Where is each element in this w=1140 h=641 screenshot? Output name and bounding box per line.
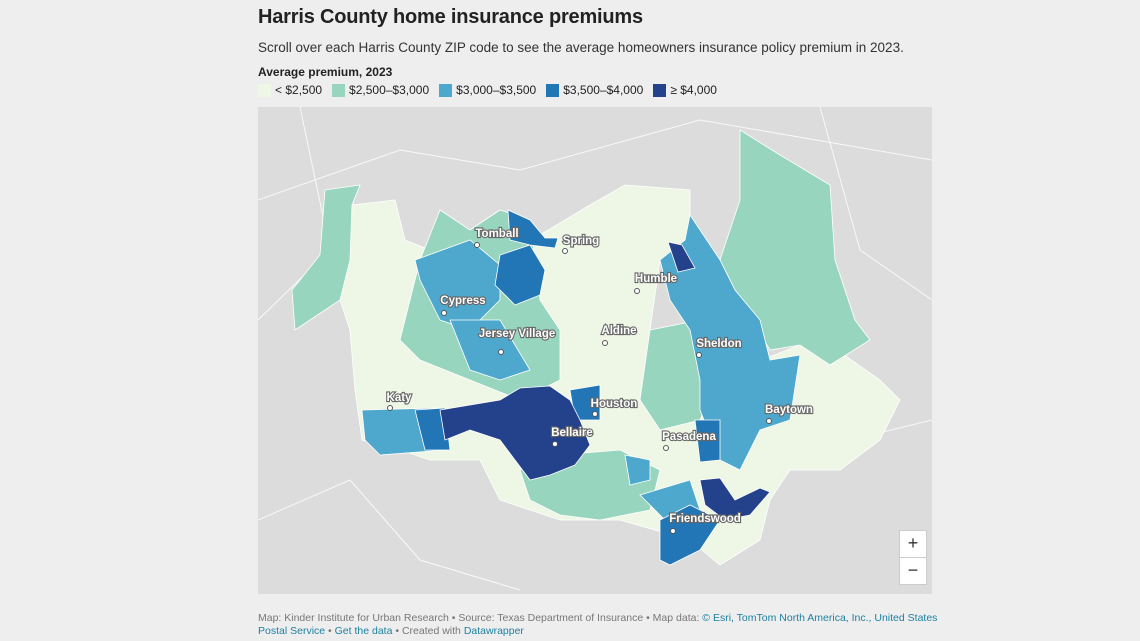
place-label: Aldine: [601, 325, 636, 337]
place-label: Sheldon: [696, 338, 741, 350]
place-label: Houston: [591, 398, 638, 410]
place-label: Jersey Village: [479, 328, 556, 340]
place-label: Spring: [563, 235, 599, 247]
footer-text: Map: Kinder Institute for Urban Research…: [258, 612, 703, 624]
footer-text: • Created with: [392, 625, 464, 637]
place-dot: [670, 528, 676, 534]
legend-swatch: [258, 83, 271, 97]
zoom-in-button[interactable]: +: [899, 530, 927, 558]
place-dot: [696, 352, 702, 358]
place-dot: [562, 248, 568, 254]
place-dot: [441, 310, 447, 316]
footer-text: •: [325, 625, 335, 637]
places: Tomball Spring Humble Cypress Jersey Village…: [385, 227, 814, 534]
place-label: Tomball: [475, 228, 518, 240]
place-label: Cypress: [440, 295, 485, 307]
legend-swatch: [332, 83, 346, 97]
legend-swatch: [439, 83, 453, 97]
place-dot: [592, 411, 598, 417]
zoom-out-button[interactable]: −: [899, 557, 927, 585]
place-label: Katy: [387, 392, 413, 404]
place-dot: [766, 418, 772, 424]
place-label: Bellaire: [551, 427, 593, 439]
place-dot: [634, 288, 640, 294]
map[interactable]: Tomball Spring Humble Cypress Jersey Village…: [258, 107, 932, 594]
legend-item: $2,500–$3,000: [332, 83, 429, 97]
place-label: Humble: [635, 273, 677, 285]
place-label: Friendswood: [669, 513, 741, 525]
place-label: Pasadena: [662, 431, 716, 443]
legend-swatch: [546, 83, 560, 97]
legend-item: $3,000–$3,500: [439, 83, 536, 97]
title: Harris County home insurance premiums: [258, 6, 643, 28]
subtitle: Scroll over each Harris County ZIP code …: [258, 40, 904, 55]
legend-label: < $2,500: [275, 83, 323, 97]
place-label: Baytown: [765, 404, 813, 416]
legend-label: $3,500–$4,000: [563, 83, 644, 97]
legend-label: $3,000–$3,500: [456, 83, 537, 97]
place-dot: [498, 349, 504, 355]
legend-item: $3,500–$4,000: [546, 83, 643, 97]
header: Harris County home insurance premiums Sc…: [258, 0, 938, 97]
legend-item: < $2,500: [258, 83, 322, 97]
footer-link[interactable]: Get the data: [334, 625, 393, 637]
legend-title: Average premium, 2023: [258, 65, 393, 79]
legend-item: ≥ $4,000: [653, 83, 717, 97]
legend-label: ≥ $4,000: [670, 83, 717, 97]
place-dot: [602, 340, 608, 346]
footer: Map: Kinder Institute for Urban Research…: [258, 612, 938, 638]
place-dot: [387, 405, 393, 411]
legend-label: $2,500–$3,000: [349, 83, 430, 97]
footer-link[interactable]: © Esri, TomTom North America, Inc., Unit…: [258, 612, 938, 637]
place-dot: [474, 242, 480, 248]
footer-link[interactable]: Datawrapper: [463, 625, 524, 637]
legend: < $2,500 $2,500–$3,000 $3,000–$3,500 $3,500…: [258, 83, 938, 97]
place-dot: [552, 441, 558, 447]
place-dot: [663, 445, 669, 451]
zip-areas: [291, 129, 901, 566]
legend-swatch: [653, 83, 667, 97]
